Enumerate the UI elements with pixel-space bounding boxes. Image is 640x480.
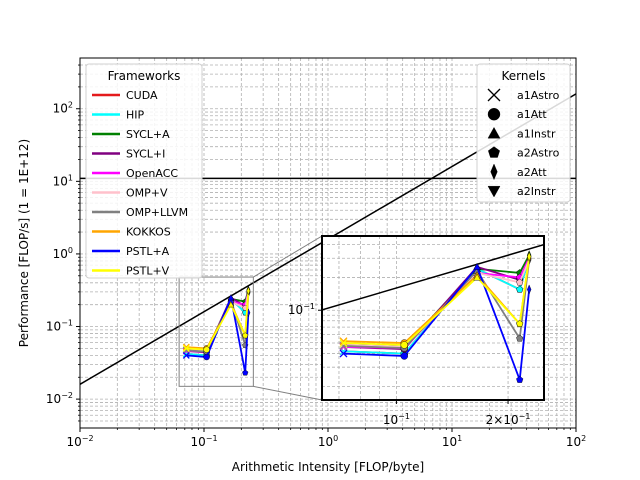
legend-marker-thin-diamond [490, 163, 498, 181]
inset-frame [321, 235, 545, 401]
axis-ticks: 10−2 10−1 100 101 102 10−2 10−1 100 101 102 [46, 64, 586, 449]
legend-kernels: Kernels a1Astro a1Att a1Instr a2Astro a2Att a2… [476, 63, 571, 203]
inset-roofline [322, 243, 544, 311]
legend-item-label: a1Att [517, 108, 547, 121]
legend-item-label: SYCL+I [126, 148, 165, 161]
inset-x-tick-label: 10−1 [383, 412, 410, 427]
data-point-a2astro [516, 334, 524, 342]
legend-item-label: HIP [126, 109, 145, 122]
zoom-connector [253, 385, 323, 401]
data-point-a2astro [242, 332, 249, 339]
data-point-a1instr [227, 301, 235, 308]
legend-marker-triangle-up [487, 126, 501, 139]
zoom-region [178, 276, 254, 387]
y-tick-label: 102 [53, 101, 73, 116]
data-point-a2astro [516, 285, 524, 293]
zoom-indicator [178, 235, 323, 401]
inset-y-tick-label: 10−1 [288, 302, 315, 317]
zoom-connector [253, 235, 323, 278]
legend-frameworks: Frameworks CUDA HIP SYCL+A SYCL+I OpenACC OMP+… [85, 63, 203, 279]
data-point-a2att [527, 284, 532, 295]
legend-item-label: a1Astro [517, 89, 560, 102]
data-point-a1att [203, 353, 210, 361]
data-point-a1instr [227, 294, 235, 301]
data-point-a2att [246, 286, 251, 296]
x-tick-label: 10−2 [66, 434, 93, 449]
data-point-a1att [400, 341, 408, 349]
data-point-a1att [400, 352, 408, 360]
legend-marker-pentagon [488, 146, 500, 158]
series-layer [182, 285, 251, 376]
data-point-a2astro [516, 320, 524, 327]
legend-item-label: a2Att [517, 166, 547, 179]
legend-marker-x [487, 88, 501, 102]
legend-item-label: OMP+V [126, 187, 168, 200]
legend-title: Frameworks [108, 69, 181, 83]
legend-item-label: PSTL+V [126, 265, 170, 278]
legend-item-label: KOKKOS [126, 226, 171, 239]
data-point-a2astro [516, 376, 524, 383]
series-line-pstl-a [186, 294, 250, 374]
data-point-a1astro [339, 339, 348, 347]
data-point-a1att [203, 346, 210, 353]
data-point-a2astro [242, 369, 249, 376]
inset-plot: 10−1 2×10−1 10−1 [288, 235, 545, 427]
x-axis-label: Arithmetic Intensity [FLOP/byte] [232, 460, 424, 474]
legend-marker-circle [487, 107, 501, 121]
legend-item-label: a2Instr [517, 185, 556, 198]
inset-x-tick-label: 2×10−1 [486, 412, 531, 427]
data-point-a1astro [339, 349, 348, 358]
legend-item-label: a1Instr [517, 127, 556, 140]
y-tick-label: 101 [53, 173, 73, 188]
legend-item-label: a2Astro [517, 147, 560, 160]
data-point-a1astro [182, 351, 190, 359]
data-point-a2att [527, 251, 532, 262]
legend-marker-triangle-down [487, 186, 501, 198]
y-axis-label: Performance [FLOP/s] (1 = 1E+12) [17, 139, 31, 347]
x-tick-label: 101 [442, 434, 462, 449]
legend-item-label: OpenACC [126, 167, 178, 180]
y-tick-label: 100 [53, 246, 73, 261]
x-tick-label: 102 [566, 434, 586, 449]
x-tick-label: 100 [318, 434, 338, 449]
x-tick-label: 10−1 [190, 434, 217, 449]
data-point-a1instr [473, 262, 481, 270]
legend-item-label: OMP+LLVM [126, 206, 188, 219]
legend-frame [476, 63, 571, 203]
legend-item-label: PSTL+A [126, 245, 170, 258]
y-tick-label: 10−1 [46, 319, 73, 334]
data-point-a1astro [182, 344, 190, 352]
data-point-a1instr [473, 273, 481, 281]
legend-item-label: CUDA [126, 89, 158, 102]
legend-frame [85, 63, 203, 279]
legend-title: Kernels [502, 69, 546, 83]
y-tick-label: 10−2 [46, 391, 73, 406]
data-point-a2astro [516, 278, 524, 286]
legend-item-label: SYCL+A [126, 128, 170, 141]
